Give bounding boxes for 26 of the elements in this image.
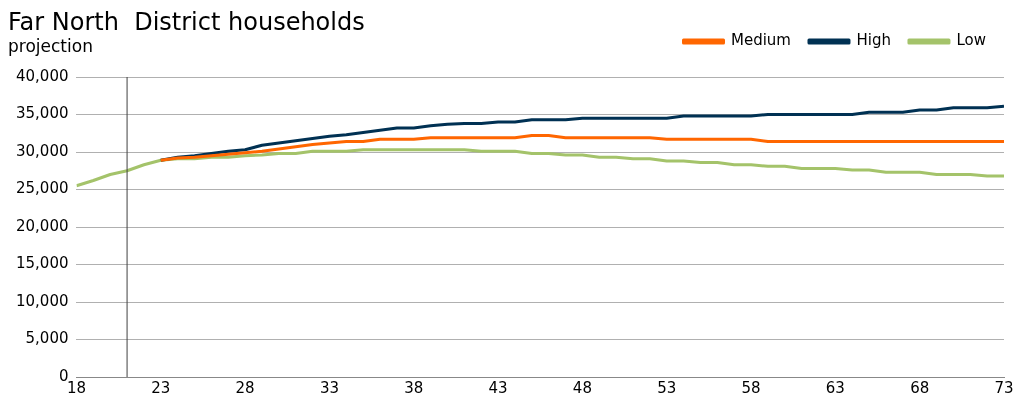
legend-label: Low: [956, 31, 987, 50]
x-tick-label: 28: [235, 378, 255, 397]
x-tick-label: 68: [910, 378, 930, 397]
y-tick-label: 40,000: [15, 66, 69, 85]
x-tick-label: 48: [572, 378, 592, 397]
y-tick-label: 0: [58, 366, 69, 385]
x-tick-label: 18: [66, 378, 87, 397]
y-tick-label: 5,000: [25, 329, 69, 348]
chart-title: Far North District households: [8, 8, 365, 36]
y-tick-label: 30,000: [15, 141, 69, 160]
y-tick-label: 25,000: [15, 179, 69, 198]
x-tick-label: 73: [994, 378, 1014, 397]
y-tick-label: 20,000: [15, 216, 69, 235]
x-tick-label: 58: [741, 378, 761, 397]
x-tick-label: 33: [319, 378, 339, 397]
y-tick-label: 10,000: [15, 291, 69, 310]
x-tick-label: 38: [404, 378, 424, 397]
x-tick-label: 63: [825, 378, 845, 397]
x-tick-label: 53: [657, 378, 677, 397]
chart-subtitle: projection: [8, 36, 94, 56]
y-tick-label: 35,000: [15, 104, 69, 123]
x-tick-label: 23: [151, 378, 171, 397]
legend-label: Medium: [731, 31, 791, 50]
y-tick-label: 15,000: [15, 254, 69, 273]
x-tick-label: 43: [488, 378, 508, 397]
legend-label: High: [856, 31, 891, 50]
